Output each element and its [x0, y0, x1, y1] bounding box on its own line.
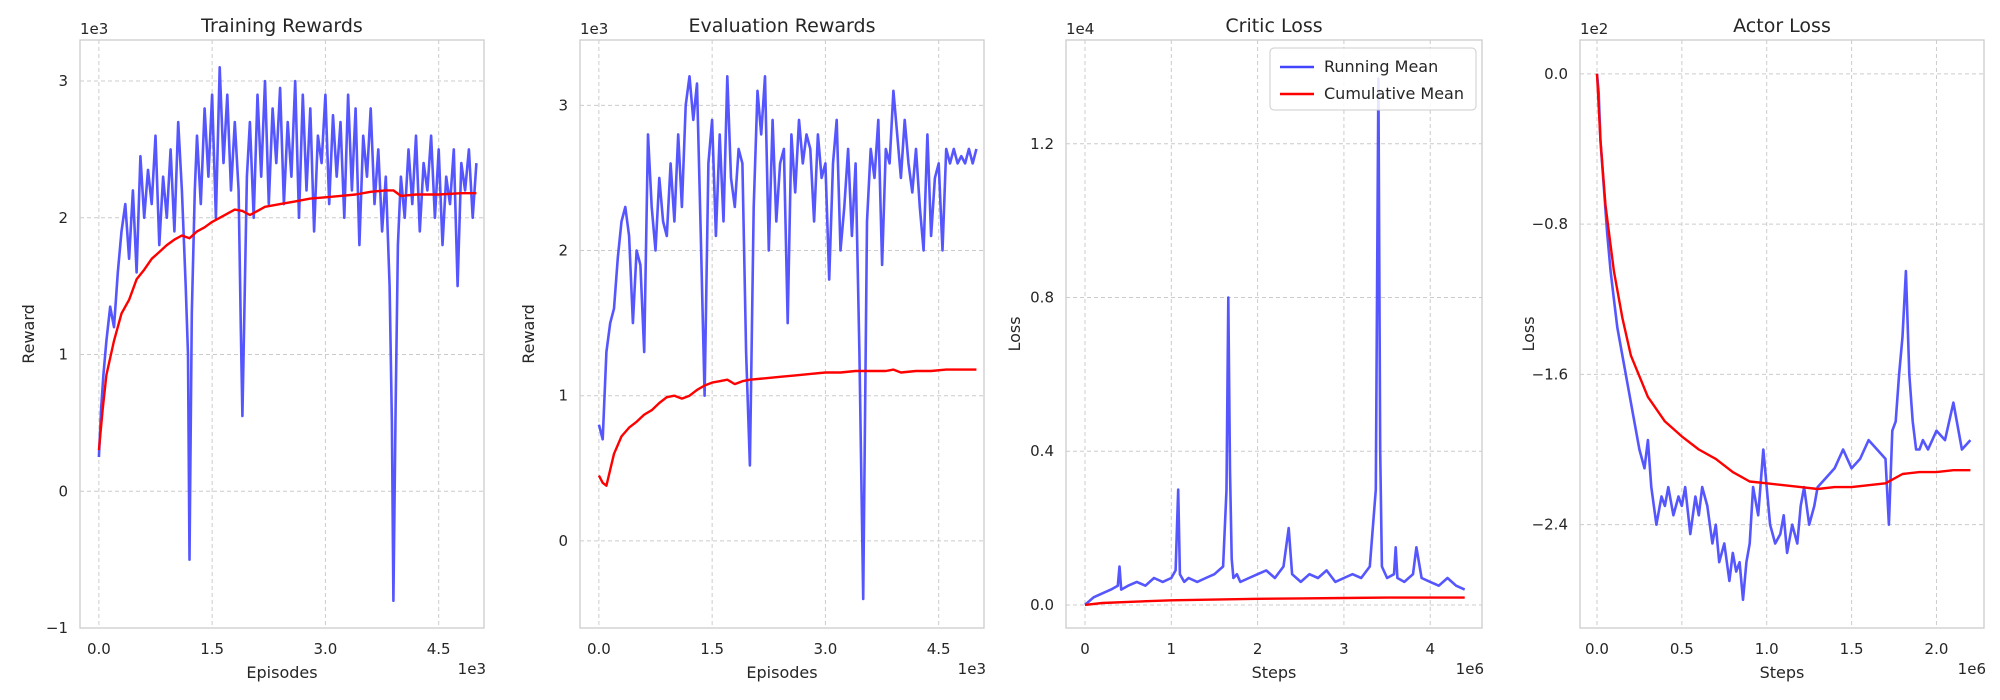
x-tick-label: 0.0: [87, 640, 111, 658]
y-tick-label: 0: [558, 532, 568, 550]
y-offset-label: 1e3: [80, 20, 108, 38]
y-tick-label: −1: [46, 619, 68, 637]
x-tick-label: 3.0: [313, 640, 337, 658]
y-axis-label: Reward: [19, 304, 38, 364]
x-tick-label: 2: [1253, 640, 1263, 658]
y-tick-label: 0.0: [1544, 65, 1568, 83]
y-axis-label: Loss: [1519, 316, 1538, 351]
y-tick-label: 1.2: [1030, 135, 1054, 153]
x-tick-label: 0: [1080, 640, 1090, 658]
panels-layer: 0.0 1.5 3.0 4.5 −1 0 1 2 3 Training Rewards Episod…: [19, 15, 1986, 682]
x-axis-label: Episodes: [746, 663, 817, 682]
x-offset-label: 1e6: [1958, 660, 1986, 678]
chart-panel-1: 0.0 1.5 3.0 4.5 −1 0 1 2 3 Training Rewards Episod…: [19, 15, 486, 682]
y-tick-label: 0.8: [1030, 288, 1054, 306]
x-tick-label: 4.5: [927, 640, 951, 658]
chart-title: Training Rewards: [200, 15, 363, 37]
x-tick-label: 1.0: [1755, 640, 1779, 658]
y-offset-label: 1e3: [580, 20, 608, 38]
y-offset-label: 1e2: [1580, 20, 1608, 38]
series-group: [1595, 73, 1972, 602]
y-tick-label: 0: [58, 482, 68, 500]
y-tick-label: −2.4: [1532, 516, 1568, 534]
x-tick-label: 4: [1425, 640, 1435, 658]
x-tick-label: 0.0: [587, 640, 611, 658]
legend-entry: Running Mean: [1324, 57, 1438, 76]
x-tick-label: 1.5: [1840, 640, 1864, 658]
x-axis-label: Episodes: [246, 663, 317, 682]
axes-frame: [579, 39, 985, 629]
axes-frame: [1579, 39, 1985, 629]
running-mean-line: [1595, 73, 1972, 602]
x-tick-label: 2.0: [1925, 640, 1949, 658]
y-tick-label: 3: [58, 72, 68, 90]
chart-panel-3: 0 1 2 3 4 0.0 0.4 0.8 1.2 Critic Loss Steps Loss 1e4…: [1005, 15, 1484, 682]
legend: Running Mean Cumulative Mean: [1269, 47, 1477, 111]
x-tick-label: 1: [1167, 640, 1177, 658]
x-tick-label: 1.5: [200, 640, 224, 658]
y-tick-label: 2: [558, 242, 568, 260]
running-mean-line: [597, 75, 978, 601]
chart-panel-2: 0.0 1.5 3.0 4.5 0 1 2 3 Evaluation Rewards Episod…: [519, 15, 986, 682]
x-tick-label: 0.5: [1670, 640, 1694, 658]
chart-panel-4: 0.0 0.5 1.0 1.5 2.0 0.0 −0.8 −1.6 −2.4 Actor Loss…: [1519, 15, 1986, 682]
x-offset-label: 1e6: [1456, 660, 1484, 678]
series-group: [1084, 77, 1466, 607]
legend-box: [1269, 47, 1477, 111]
running-mean-line: [1084, 77, 1466, 606]
y-tick-label: −1.6: [1532, 365, 1568, 383]
chart-title: Evaluation Rewards: [689, 15, 876, 37]
running-mean-line: [97, 66, 478, 603]
series-group: [97, 66, 478, 603]
y-offset-label: 1e4: [1066, 20, 1094, 38]
x-tick-label: 0.0: [1585, 640, 1609, 658]
cumulative-mean-line: [1084, 596, 1465, 607]
x-tick-label: 1.5: [700, 640, 724, 658]
cumulative-mean-line: [1595, 73, 1971, 491]
y-tick-label: −0.8: [1532, 215, 1568, 233]
series-group: [597, 75, 978, 601]
y-axis-label: Reward: [519, 304, 538, 364]
chart-title: Critic Loss: [1225, 15, 1322, 37]
x-axis-label: Steps: [1252, 663, 1297, 682]
y-tick-label: 3: [558, 96, 568, 114]
x-offset-label: 1e3: [458, 660, 486, 678]
y-axis-label: Loss: [1005, 316, 1024, 351]
y-tick-label: 0.0: [1030, 596, 1054, 614]
y-tick-label: 2: [58, 209, 68, 227]
x-tick-label: 3.0: [813, 640, 837, 658]
axes-frame: [79, 39, 485, 629]
cumulative-mean-line: [97, 189, 477, 451]
legend-entry: Cumulative Mean: [1324, 84, 1464, 103]
cumulative-mean-line: [597, 368, 977, 487]
y-tick-label: 1: [58, 346, 68, 364]
x-axis-label: Steps: [1760, 663, 1805, 682]
y-tick-label: 1: [558, 387, 568, 405]
x-tick-label: 4.5: [427, 640, 451, 658]
chart-title: Actor Loss: [1733, 15, 1831, 37]
x-offset-label: 1e3: [958, 660, 986, 678]
axes-frame: [1065, 39, 1483, 629]
x-tick-label: 3: [1339, 640, 1349, 658]
y-tick-label: 0.4: [1030, 442, 1054, 460]
